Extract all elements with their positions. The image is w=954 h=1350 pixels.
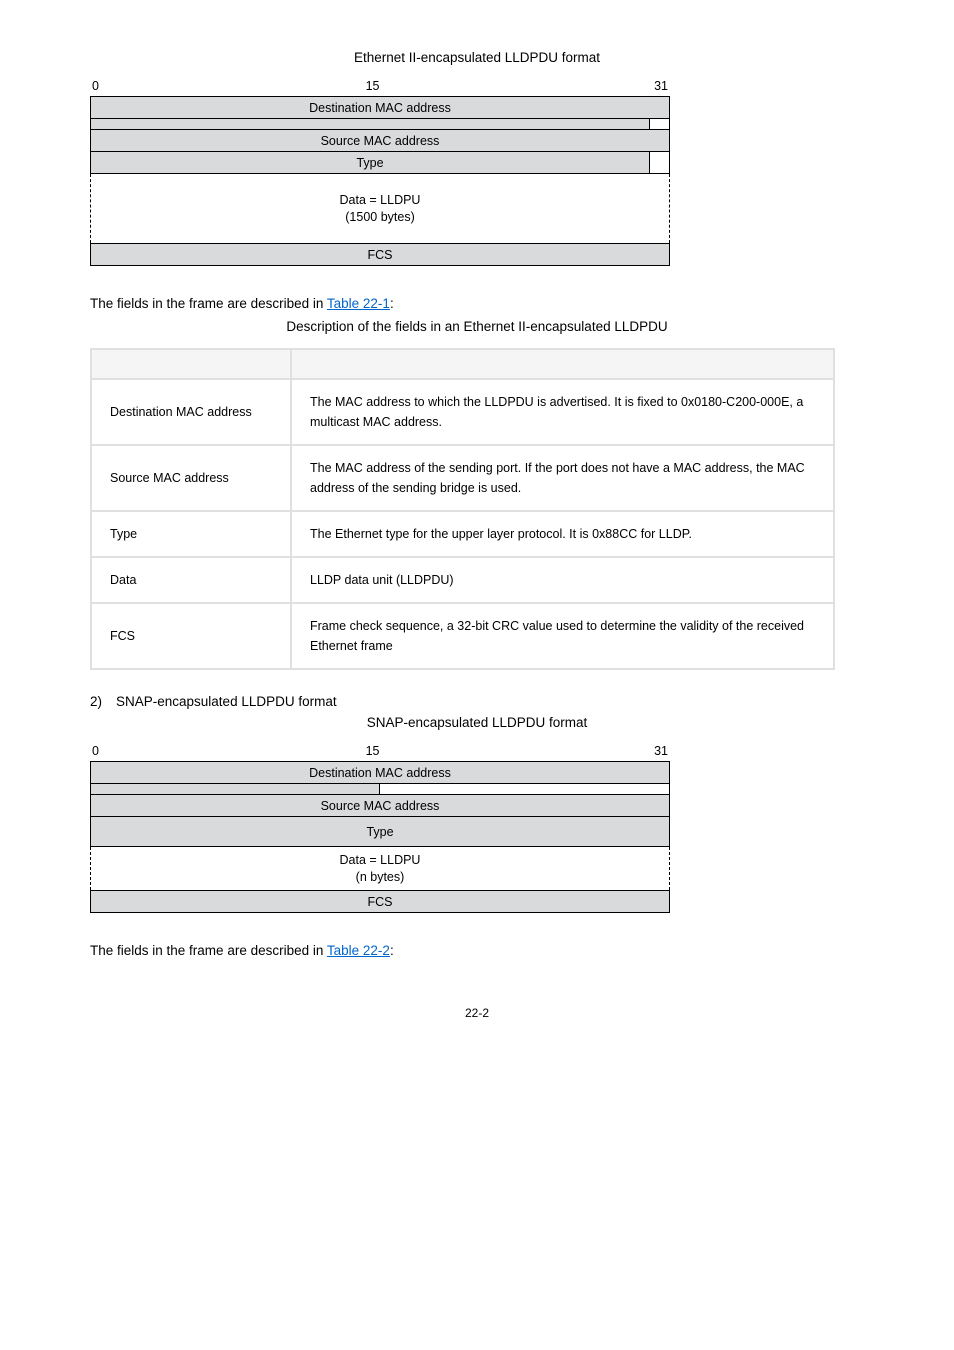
item-2-num: 2) <box>90 694 116 709</box>
scale-31: 31 <box>654 744 668 758</box>
data-line1: Data = LLDPU <box>340 192 421 209</box>
scale-0: 0 <box>92 744 99 758</box>
figure1-frame-table: Destination MAC address Source MAC addre… <box>90 96 670 266</box>
type-cell: Type <box>91 152 650 174</box>
data-line2: (1500 bytes) <box>345 209 414 226</box>
fcs-row: FCS <box>91 244 670 266</box>
para2-text-b: : <box>390 943 394 958</box>
dest-mac-row: Destination MAC address <box>91 762 670 784</box>
dest-mac-cont <box>91 784 380 795</box>
data-cell: Data = LLDPU (1500 bytes) <box>91 174 670 244</box>
th-desc <box>291 349 834 379</box>
page-number: 22-2 <box>90 1006 864 1020</box>
cell-desc: Frame check sequence, a 32-bit CRC value… <box>291 603 834 669</box>
figure1-caption: Ethernet II-encapsulated LLDPDU format <box>90 50 864 65</box>
cell-desc: The MAC address of the sending port. If … <box>291 445 834 511</box>
cell-desc: The Ethernet type for the upper layer pr… <box>291 511 834 557</box>
para2-text-a: The fields in the frame are described in <box>90 943 327 958</box>
dest-mac-row: Destination MAC address <box>91 97 670 119</box>
table-22-1-link[interactable]: Table 22-1 <box>327 296 390 311</box>
cell-desc: LLDP data unit (LLDPDU) <box>291 557 834 603</box>
src-mac-row: Source MAC address <box>91 795 670 817</box>
dest-mac-cont <box>91 119 650 130</box>
item-2-text: SNAP-encapsulated LLDPDU format <box>116 694 337 709</box>
scale-31: 31 <box>654 79 668 93</box>
cell-field: FCS <box>91 603 291 669</box>
para1-text-b: : <box>390 296 394 311</box>
table-row: Destination MAC addressThe MAC address t… <box>91 379 834 445</box>
src-mac-start <box>650 119 670 130</box>
table-row: Source MAC addressThe MAC address of the… <box>91 445 834 511</box>
figure2-diagram: 0 15 31 Destination MAC address Source M… <box>90 744 670 913</box>
table-header-row <box>91 349 834 379</box>
cell-field: Source MAC address <box>91 445 291 511</box>
fcs-row: FCS <box>91 891 670 913</box>
th-field <box>91 349 291 379</box>
cell-desc: The MAC address to which the LLDPDU is a… <box>291 379 834 445</box>
figure1-scale: 0 15 31 <box>90 79 670 96</box>
para1-text-a: The fields in the frame are described in <box>90 296 327 311</box>
scale-15: 15 <box>366 79 380 93</box>
src-mac-start <box>380 784 670 795</box>
data-cell: Data = LLDPU (n bytes) <box>91 847 670 891</box>
cell-field: Destination MAC address <box>91 379 291 445</box>
cell-field: Data <box>91 557 291 603</box>
item-2: 2)SNAP-encapsulated LLDPDU format <box>90 694 864 709</box>
table1-caption: Description of the fields in an Ethernet… <box>90 319 864 334</box>
cell-field: Type <box>91 511 291 557</box>
figure1-diagram: 0 15 31 Destination MAC address Source M… <box>90 79 670 266</box>
figure2-scale: 0 15 31 <box>90 744 670 761</box>
scale-15: 15 <box>366 744 380 758</box>
figure2-frame-table: Destination MAC address Source MAC addre… <box>90 761 670 913</box>
data-line2: (n bytes) <box>356 869 405 886</box>
scale-0: 0 <box>92 79 99 93</box>
type-row: Type <box>91 817 670 847</box>
field-description-table: Destination MAC addressThe MAC address t… <box>90 348 835 670</box>
table-row: FCSFrame check sequence, a 32-bit CRC va… <box>91 603 834 669</box>
figure2-caption: SNAP-encapsulated LLDPDU format <box>90 715 864 730</box>
para1: The fields in the frame are described in… <box>90 296 864 311</box>
type-pad <box>650 152 670 174</box>
table-row: TypeThe Ethernet type for the upper laye… <box>91 511 834 557</box>
table-22-2-link[interactable]: Table 22-2 <box>327 943 390 958</box>
data-line1: Data = LLDPU <box>340 852 421 869</box>
para2: The fields in the frame are described in… <box>90 943 864 958</box>
src-mac-row: Source MAC address <box>91 130 670 152</box>
table-row: DataLLDP data unit (LLDPDU) <box>91 557 834 603</box>
